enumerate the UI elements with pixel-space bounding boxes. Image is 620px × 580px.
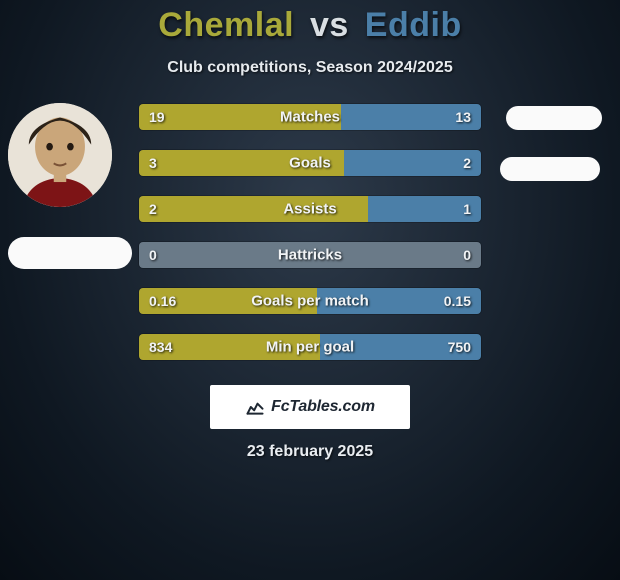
stat-bar-label: Min per goal (266, 339, 354, 356)
stat-bar-right-value: 13 (455, 109, 471, 125)
stat-bar-label: Goals (289, 155, 331, 172)
stat-bar: 19 13 Matches (138, 103, 482, 131)
stat-bar-right-value: 2 (463, 155, 471, 171)
stat-bar-right-value: 1 (463, 201, 471, 217)
stat-bar-label: Assists (283, 201, 336, 218)
stat-bar: 0.16 0.15 Goals per match (138, 287, 482, 315)
stat-bar-label: Matches (280, 109, 340, 126)
stat-bar-right-value: 0 (463, 247, 471, 263)
title-right-name: Eddib (365, 6, 462, 44)
flag-left (8, 237, 132, 269)
stat-bar-label: Hattricks (278, 247, 342, 264)
subtitle: Club competitions, Season 2024/2025 (167, 59, 452, 77)
stat-bar-left-value: 0.16 (149, 293, 176, 309)
flag-right-2 (500, 157, 600, 181)
stat-bar-left-value: 0 (149, 247, 157, 263)
stat-bar-left-value: 834 (149, 339, 172, 355)
fctables-logo-icon (245, 397, 265, 417)
stat-bar-left-value: 3 (149, 155, 157, 171)
container: Chemlal vs Eddib Club competitions, Seas… (0, 0, 620, 580)
page-title: Chemlal vs Eddib (158, 6, 461, 45)
stat-bar: 3 2 Goals (138, 149, 482, 177)
stat-bar-label: Goals per match (251, 293, 369, 310)
stat-bar-left-value: 2 (149, 201, 157, 217)
title-left-name: Chemlal (158, 6, 294, 44)
date-text: 23 february 2025 (247, 443, 373, 461)
stat-bar-right-value: 0.15 (444, 293, 471, 309)
stat-bar: 834 750 Min per goal (138, 333, 482, 361)
title-vs: vs (310, 6, 349, 44)
branding-text: FcTables.com (271, 398, 375, 416)
avatar-left (8, 103, 112, 207)
bars-group: 19 13 Matches 3 2 Goals 2 1 Assists 0 0 Hattricks 0.… (138, 103, 482, 361)
flag-right-1 (506, 106, 602, 130)
stat-bar-left-value: 19 (149, 109, 165, 125)
avatar-left-placeholder-icon (8, 103, 112, 207)
stat-bar-right-value: 750 (448, 339, 471, 355)
stat-bar: 2 1 Assists (138, 195, 482, 223)
stat-bar: 0 0 Hattricks (138, 241, 482, 269)
branding-badge: FcTables.com (210, 385, 410, 429)
stat-bar-right-fill (344, 150, 481, 176)
